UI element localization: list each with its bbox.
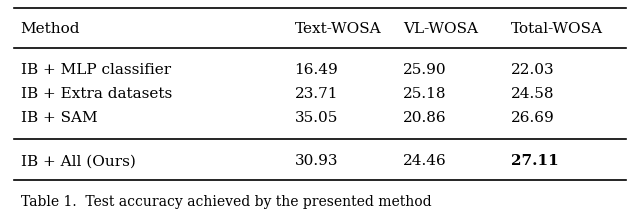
Text: 27.11: 27.11	[511, 154, 559, 168]
Text: Total-WOSA: Total-WOSA	[511, 22, 603, 36]
Text: 25.18: 25.18	[403, 87, 446, 101]
Text: IB + MLP classifier: IB + MLP classifier	[20, 63, 171, 77]
Text: 22.03: 22.03	[511, 63, 555, 77]
Text: 30.93: 30.93	[294, 154, 338, 168]
Text: 25.90: 25.90	[403, 63, 447, 77]
Text: IB + All (Ours): IB + All (Ours)	[20, 154, 136, 168]
Text: VL-WOSA: VL-WOSA	[403, 22, 478, 36]
Text: Table 1.  Test accuracy achieved by the presented method: Table 1. Test accuracy achieved by the p…	[20, 195, 431, 209]
Text: 24.46: 24.46	[403, 154, 447, 168]
Text: 20.86: 20.86	[403, 111, 447, 125]
Text: 23.71: 23.71	[294, 87, 338, 101]
Text: IB + SAM: IB + SAM	[20, 111, 97, 125]
Text: 35.05: 35.05	[294, 111, 338, 125]
Text: IB + Extra datasets: IB + Extra datasets	[20, 87, 172, 101]
Text: Text-WOSA: Text-WOSA	[294, 22, 381, 36]
Text: Method: Method	[20, 22, 80, 36]
Text: 24.58: 24.58	[511, 87, 555, 101]
Text: 16.49: 16.49	[294, 63, 339, 77]
Text: 26.69: 26.69	[511, 111, 555, 125]
